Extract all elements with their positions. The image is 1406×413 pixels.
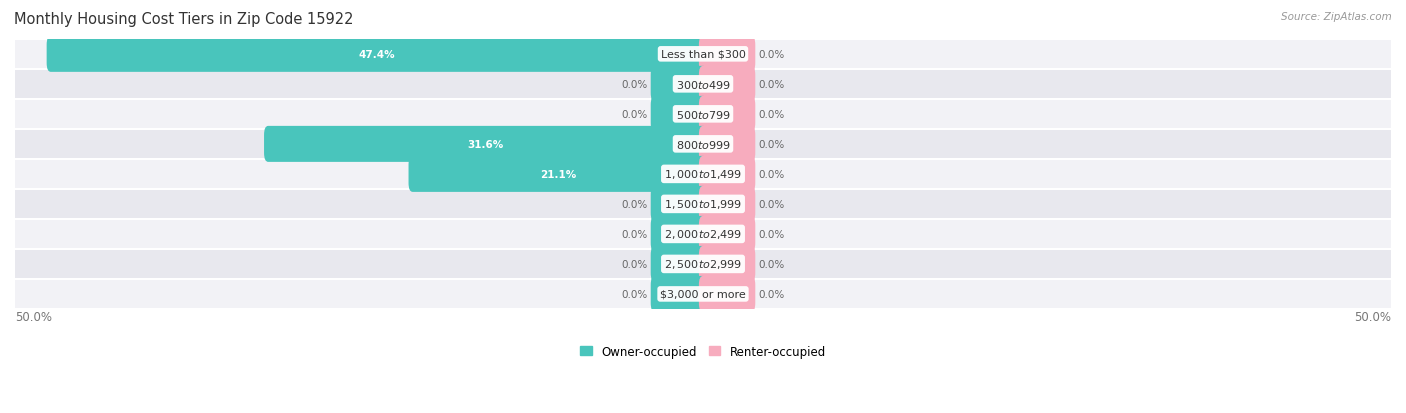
Text: 0.0%: 0.0% <box>621 289 648 299</box>
Circle shape <box>8 249 22 279</box>
Text: Monthly Housing Cost Tiers in Zip Code 15922: Monthly Housing Cost Tiers in Zip Code 1… <box>14 12 353 27</box>
FancyBboxPatch shape <box>699 66 755 102</box>
Text: 0.0%: 0.0% <box>758 50 785 60</box>
Text: 0.0%: 0.0% <box>758 229 785 239</box>
Text: 0.0%: 0.0% <box>758 169 785 180</box>
Text: 0.0%: 0.0% <box>758 199 785 209</box>
Circle shape <box>1384 279 1398 309</box>
Circle shape <box>8 159 22 190</box>
Bar <box>15 159 1391 190</box>
Text: 0.0%: 0.0% <box>758 109 785 120</box>
FancyBboxPatch shape <box>699 276 755 312</box>
Bar <box>15 219 1391 249</box>
Circle shape <box>8 190 22 219</box>
Bar <box>15 100 1391 130</box>
Circle shape <box>1384 159 1398 190</box>
Bar <box>15 70 1391 100</box>
Circle shape <box>1384 40 1398 70</box>
FancyBboxPatch shape <box>699 246 755 282</box>
Text: 0.0%: 0.0% <box>621 109 648 120</box>
Text: 0.0%: 0.0% <box>621 229 648 239</box>
Circle shape <box>1384 70 1398 100</box>
Text: 0.0%: 0.0% <box>758 289 785 299</box>
FancyBboxPatch shape <box>699 97 755 133</box>
Text: 0.0%: 0.0% <box>621 199 648 209</box>
Circle shape <box>1384 249 1398 279</box>
Legend: Owner-occupied, Renter-occupied: Owner-occupied, Renter-occupied <box>575 340 831 363</box>
FancyBboxPatch shape <box>699 37 755 73</box>
FancyBboxPatch shape <box>651 216 707 252</box>
Circle shape <box>8 100 22 130</box>
Bar <box>15 130 1391 159</box>
Text: $1,000 to $1,499: $1,000 to $1,499 <box>664 168 742 181</box>
FancyBboxPatch shape <box>264 126 707 162</box>
Text: 0.0%: 0.0% <box>758 259 785 269</box>
Bar <box>15 249 1391 279</box>
FancyBboxPatch shape <box>699 126 755 162</box>
Text: 50.0%: 50.0% <box>15 311 52 324</box>
Circle shape <box>1384 100 1398 130</box>
Circle shape <box>8 40 22 70</box>
Circle shape <box>8 130 22 159</box>
Circle shape <box>1384 219 1398 249</box>
FancyBboxPatch shape <box>699 186 755 222</box>
Circle shape <box>8 219 22 249</box>
Text: 50.0%: 50.0% <box>1354 311 1391 324</box>
Bar <box>15 190 1391 219</box>
FancyBboxPatch shape <box>699 157 755 192</box>
Circle shape <box>1384 130 1398 159</box>
Text: $3,000 or more: $3,000 or more <box>661 289 745 299</box>
Text: Less than $300: Less than $300 <box>661 50 745 60</box>
FancyBboxPatch shape <box>651 276 707 312</box>
Bar <box>15 40 1391 70</box>
Circle shape <box>8 70 22 100</box>
Text: 47.4%: 47.4% <box>359 50 395 60</box>
Text: Source: ZipAtlas.com: Source: ZipAtlas.com <box>1281 12 1392 22</box>
Text: 21.1%: 21.1% <box>540 169 576 180</box>
Bar <box>15 279 1391 309</box>
Text: $1,500 to $1,999: $1,500 to $1,999 <box>664 198 742 211</box>
FancyBboxPatch shape <box>46 37 707 73</box>
Text: $300 to $499: $300 to $499 <box>675 78 731 90</box>
FancyBboxPatch shape <box>651 97 707 133</box>
Text: 0.0%: 0.0% <box>621 80 648 90</box>
Circle shape <box>8 279 22 309</box>
Circle shape <box>1384 190 1398 219</box>
FancyBboxPatch shape <box>409 157 707 192</box>
Text: $2,500 to $2,999: $2,500 to $2,999 <box>664 258 742 271</box>
Text: 31.6%: 31.6% <box>467 140 503 150</box>
Text: $800 to $999: $800 to $999 <box>675 138 731 150</box>
FancyBboxPatch shape <box>699 216 755 252</box>
FancyBboxPatch shape <box>651 186 707 222</box>
Text: 0.0%: 0.0% <box>621 259 648 269</box>
Text: 0.0%: 0.0% <box>758 80 785 90</box>
Text: $2,000 to $2,499: $2,000 to $2,499 <box>664 228 742 241</box>
Text: 0.0%: 0.0% <box>758 140 785 150</box>
FancyBboxPatch shape <box>651 246 707 282</box>
FancyBboxPatch shape <box>651 66 707 102</box>
Text: $500 to $799: $500 to $799 <box>675 109 731 121</box>
